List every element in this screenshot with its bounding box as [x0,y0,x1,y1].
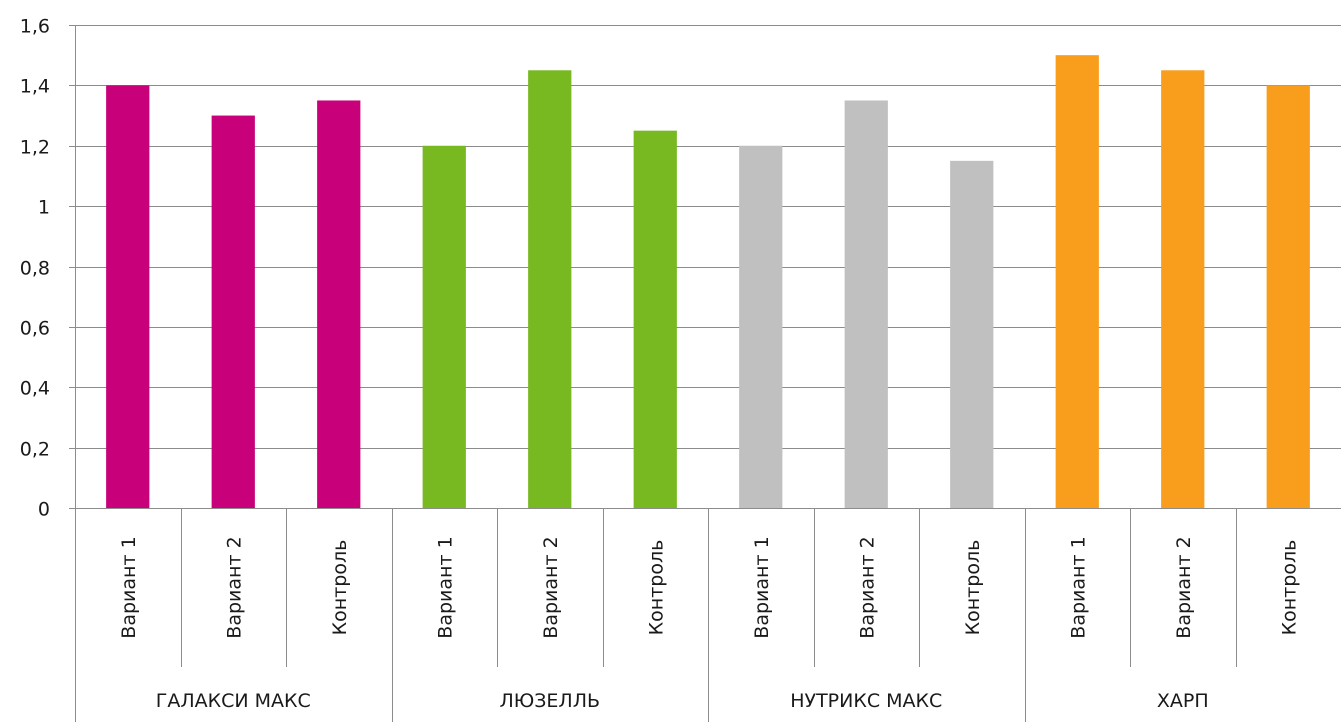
x-category-label: Вариант 2 [856,536,878,638]
y-tick-label: 0,6 [20,318,50,340]
x-group-label: ХАРП [1157,690,1209,712]
bar [211,115,255,508]
bar [950,160,994,508]
bar [1055,55,1099,508]
x-category-label: Контроль [329,540,351,636]
x-group-label: ГАЛАКСИ МАКС [156,690,311,712]
x-category-label: Вариант 2 [223,536,245,638]
bar [317,100,361,508]
bar [106,85,150,508]
y-tick-label: 0 [38,499,50,521]
x-axis: Вариант 1 Вариант 2 Контроль ГАЛАКСИ МАКС Ва… [75,25,1300,722]
x-category-label: Контроль [1278,540,1300,636]
x-category-label: Вариант 1 [1067,536,1089,638]
y-tick-label: 0,2 [20,439,50,461]
y-tick-label: 1,2 [20,137,50,159]
bar [1266,85,1310,508]
x-group-label: НУТРИКС МАКС [790,690,942,712]
bar [422,145,466,508]
y-tick-label: 1 [38,197,50,219]
x-category-label: Контроль [645,540,667,636]
bar [844,100,888,508]
bar [633,130,677,508]
x-category-label: Вариант 2 [540,536,562,638]
bars [106,55,1310,508]
y-tick-label: 0,8 [20,258,50,280]
x-category-label: Вариант 2 [1173,536,1195,638]
y-tick-label: 1,6 [20,16,50,38]
x-category-label: Контроль [962,540,984,636]
gridlines [69,25,1341,509]
x-category-label: Вариант 1 [434,536,456,638]
x-category-label: Вариант 1 [751,536,773,638]
bar [1161,70,1205,508]
y-axis-tick-labels: 0 0,2 0,4 0,6 0,8 1 1,2 1,4 1,6 [20,16,50,521]
x-category-label: Вариант 1 [118,536,140,638]
y-tick-label: 1,4 [20,76,50,98]
x-group-label: ЛЮЗЕЛЛЬ [499,690,600,712]
y-tick-label: 0,4 [20,378,50,400]
bar [528,70,572,508]
bar [739,145,783,508]
